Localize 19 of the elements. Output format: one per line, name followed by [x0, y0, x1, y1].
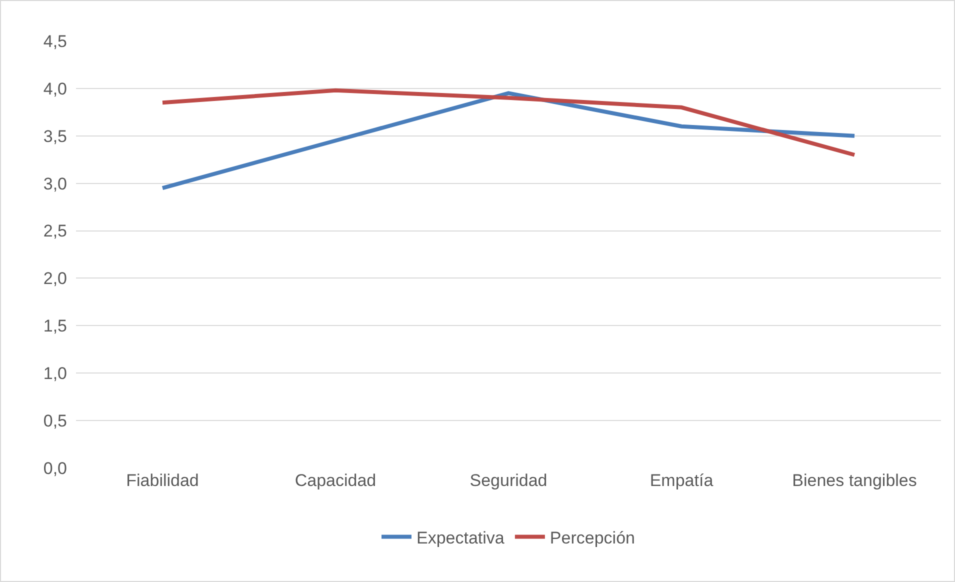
y-tick-label: 2,0: [43, 269, 67, 288]
x-tick-label: Bienes tangibles: [792, 471, 917, 490]
y-tick-label: 4,5: [43, 32, 67, 51]
y-tick-label: 0,0: [43, 458, 67, 478]
y-tick-label: 4,0: [43, 79, 67, 98]
y-tick-label: 0,5: [43, 412, 67, 431]
legend-label: Expectativa: [416, 528, 505, 548]
y-tick-label: 3,5: [43, 126, 67, 146]
line-series: [160, 91, 856, 190]
x-tick-label: Fiabilidad: [126, 471, 199, 490]
y-tick-label: 1,5: [43, 316, 67, 336]
y-tick-label: 3,0: [43, 174, 67, 194]
y-tick-label: 2,5: [43, 222, 67, 241]
legend-label: Percepción: [550, 528, 635, 548]
x-tick-label: Seguridad: [470, 471, 548, 490]
y-tick-label: 1,0: [43, 364, 67, 384]
x-tick-label: Capacidad: [294, 471, 376, 490]
line-series: [160, 88, 856, 157]
x-tick-label: Empatía: [650, 471, 714, 490]
